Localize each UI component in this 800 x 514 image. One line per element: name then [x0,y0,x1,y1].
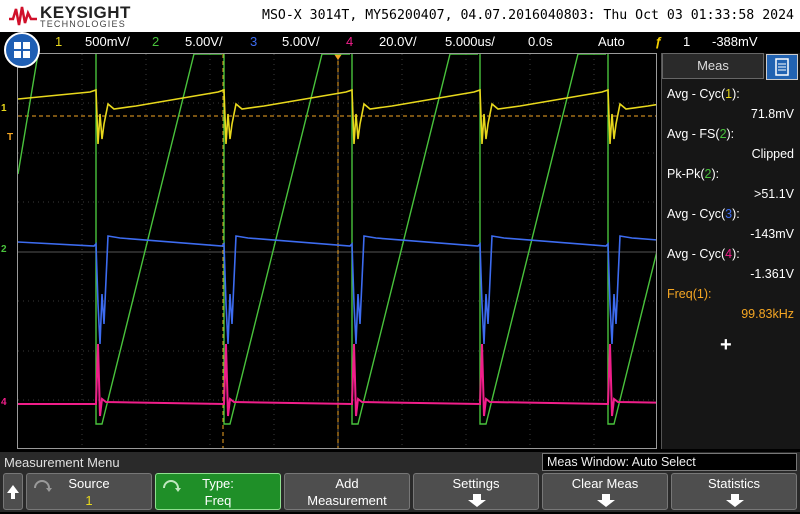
rotate-knob-icon [34,480,52,492]
arrow-up-icon [7,485,19,499]
clear-meas-softkey-label: Clear Meas [571,476,639,491]
ch1-waveform [18,88,656,145]
ch1-ground-marker[interactable]: 1 [1,103,7,114]
trigger-position-marker [334,54,342,60]
measurements-panel: Meas Avg - Cyc(1): 71.8mV Avg - FS(2): Clip… [661,53,800,449]
keysight-wave-icon [9,6,37,26]
meas-label-suffix: ): [732,207,740,221]
keysight-logo: KEYSIGHT TECHNOLOGIES [8,3,148,29]
home-grid-icon [14,42,30,58]
settings-softkey-label: Settings [452,476,500,491]
submenu-arrow-icon [726,494,744,507]
meas-label-channel: 1 [725,87,733,101]
menu-title: Measurement Menu [4,455,120,470]
ch1-scale[interactable]: 500mV/ [85,34,130,49]
timebase-delay[interactable]: 0.0s [528,34,553,49]
meas-item-value: -143mV [750,227,794,241]
settings-softkey[interactable]: Settings [413,473,539,510]
type-softkey-value: Freq [204,493,232,508]
meas-label-channel: 4 [725,247,733,261]
channel-status-bar: 1 500mV/ 2 5.00V/ 3 5.00V/ 4 20.0V/ 5.00… [0,32,800,52]
meas-item-label[interactable]: Avg - Cyc(1): [667,87,740,101]
meas-label-suffix: ): [732,87,740,101]
meas-item-label[interactable]: Freq(1): [667,287,711,301]
meas-label-suffix: ): [711,167,720,181]
add-measurement-softkey[interactable]: Add Measurement [284,473,410,510]
add-measurement-icon[interactable]: + [720,334,732,356]
trigger-level-marker[interactable]: T [7,132,14,143]
brand-name: KEYSIGHT [40,3,131,22]
trigger-mode[interactable]: Auto [598,34,625,49]
meas-panel-title[interactable]: Meas [662,53,764,79]
meas-label-suffix: ): [726,127,735,141]
meas-label-text: Avg - FS( [667,127,720,141]
ch3-number[interactable]: 3 [250,34,258,49]
timebase-scale[interactable]: 5.000us/ [445,34,495,49]
type-softkey-label: Type: [202,476,234,491]
statistics-softkey[interactable]: Statistics [671,473,797,510]
meas-item-value: >51.1V [754,187,794,201]
ch2-number[interactable]: 2 [152,34,160,49]
meas-label-text: Avg - Cyc( [667,247,726,261]
meas-tab-icon[interactable] [766,54,798,80]
waveform-graticule[interactable] [17,53,657,449]
instrument-info: MSO-X 3014T, MY56200407, 04.07.201604080… [262,8,794,23]
waveform-display [18,54,656,448]
ch4-waveform [18,343,656,417]
add-measurement-label-2: Measurement [307,493,387,508]
meas-item-label[interactable]: Avg - FS(2): [667,127,734,141]
add-measurement-label-1: Add [335,476,359,491]
meas-item-label[interactable]: Avg - Cyc(4): [667,247,740,261]
meas-item-value: 71.8mV [750,107,794,121]
meas-label-text: Freq(1): [667,287,712,301]
source-softkey-label: Source [68,476,110,491]
statistics-softkey-label: Statistics [707,476,760,491]
ch4-scale[interactable]: 20.0V/ [379,34,417,49]
submenu-arrow-icon [468,494,486,507]
meas-label-text: Avg - Cyc( [667,87,726,101]
meas-label-text: Avg - Cyc( [667,207,726,221]
document-icon [775,58,789,76]
ch4-ground-marker[interactable]: 4 [1,397,7,408]
trigger-source[interactable]: 1 [683,34,691,49]
trigger-level[interactable]: -388mV [712,34,758,49]
meas-window-display: Meas Window: Auto Select [542,453,797,471]
submenu-arrow-icon [597,494,615,507]
ch4-number[interactable]: 4 [346,34,354,49]
meas-label-channel: 2 [719,127,727,141]
ch2-ground-marker[interactable]: 2 [1,244,7,255]
ch3-scale[interactable]: 5.00V/ [282,34,320,49]
home-button[interactable] [4,32,40,68]
brand-subtitle: TECHNOLOGIES [40,19,126,29]
meas-item-value: 99.83kHz [741,307,794,321]
ch2-scale[interactable]: 5.00V/ [185,34,223,49]
ch3-waveform [18,235,656,345]
rotate-knob-icon [163,480,181,492]
ch2-waveform [18,54,656,425]
source-softkey[interactable]: Source 1 [26,473,152,510]
ch1-number[interactable]: 1 [55,34,63,49]
source-softkey-value: 1 [85,493,93,508]
header-bar: KEYSIGHT TECHNOLOGIES MSO-X 3014T, MY562… [0,0,800,32]
meas-item-value: -1.361V [750,267,794,281]
menu-up-button[interactable] [3,473,23,510]
type-softkey[interactable]: Type: Freq [155,473,281,510]
meas-item-label[interactable]: Avg - Cyc(3): [667,207,740,221]
meas-label-channel: 2 [704,167,712,181]
meas-item-value: Clipped [751,147,794,161]
meas-item-label[interactable]: Pk-Pk(2): [667,167,719,181]
meas-label-channel: 3 [725,207,733,221]
meas-label-suffix: ): [732,247,740,261]
meas-label-text: Pk-Pk( [667,167,705,181]
trigger-edge-icon: ƒ [655,34,663,49]
clear-meas-softkey[interactable]: Clear Meas [542,473,668,510]
